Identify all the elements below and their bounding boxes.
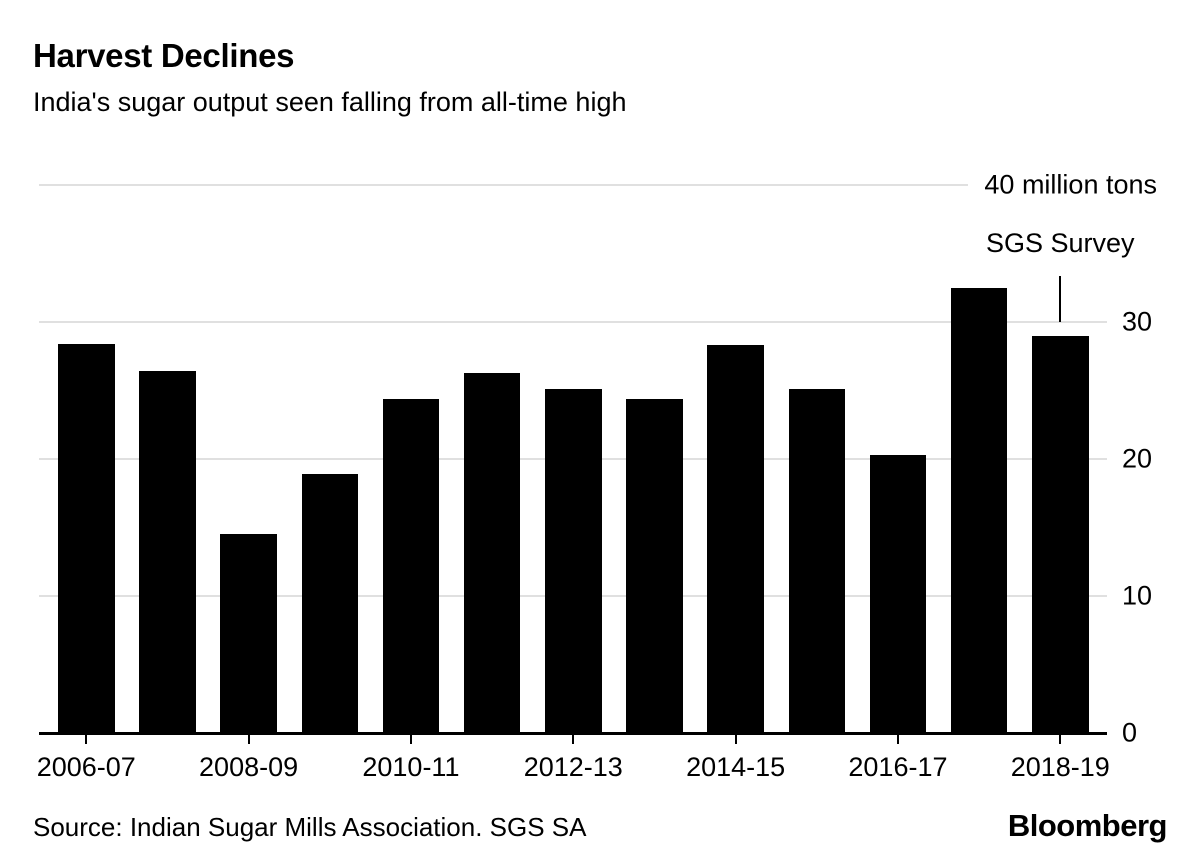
x-tick-2006-07 xyxy=(85,734,88,744)
bar-2016-17 xyxy=(869,455,927,733)
x-tick-2016-17 xyxy=(896,734,899,744)
gridline-40 xyxy=(39,184,968,186)
plot-area xyxy=(39,184,1107,735)
bar-2013-14 xyxy=(626,399,683,733)
bar-2012-13 xyxy=(545,389,602,733)
y-label-20: 20 xyxy=(1122,443,1153,474)
source-note: Source: Indian Sugar Mills Association. … xyxy=(33,812,587,842)
bar-2015-16 xyxy=(788,389,846,733)
x-label-2010-11: 2010-11 xyxy=(362,752,460,782)
x-label-2008-09: 2008-09 xyxy=(199,752,299,782)
x-label-2018-19: 2018-19 xyxy=(1010,752,1110,782)
chart-subtitle: India's sugar output seen falling from a… xyxy=(33,87,627,117)
annotation-label: SGS Survey xyxy=(986,228,1135,258)
x-tick-2008-09 xyxy=(247,734,250,744)
y-label-0: 0 xyxy=(1122,717,1138,748)
bar-2009-10 xyxy=(301,474,358,733)
chart-title: Harvest Declines xyxy=(33,37,295,74)
x-label-2014-15: 2014-15 xyxy=(686,752,786,782)
y-label-10: 10 xyxy=(1122,580,1153,611)
x-tick-2014-15 xyxy=(734,734,737,744)
annotation-pointer-line xyxy=(1059,276,1062,322)
bar-2007-08 xyxy=(139,371,196,733)
x-label-2006-07: 2006-07 xyxy=(36,752,136,782)
bar-2017-18 xyxy=(950,288,1008,733)
gridline-30 xyxy=(39,321,1107,323)
bar-2008-09 xyxy=(220,534,277,733)
x-axis-line xyxy=(39,732,1107,735)
bar-2014-15 xyxy=(707,345,764,733)
x-label-2016-17: 2016-17 xyxy=(848,752,948,782)
bar-2018-19 xyxy=(1032,336,1089,733)
bar-2011-12 xyxy=(463,373,521,733)
x-label-2012-13: 2012-13 xyxy=(523,752,623,782)
y-label-30: 30 xyxy=(1122,306,1153,337)
x-tick-2018-19 xyxy=(1059,734,1062,744)
y-axis-top-label: 40 million tons xyxy=(984,169,1157,200)
bar-2006-07 xyxy=(58,344,115,733)
x-tick-2012-13 xyxy=(572,734,575,744)
bloomberg-logo: Bloomberg xyxy=(1007,808,1168,843)
x-tick-2010-11 xyxy=(409,734,412,744)
bar-2010-11 xyxy=(382,399,440,733)
